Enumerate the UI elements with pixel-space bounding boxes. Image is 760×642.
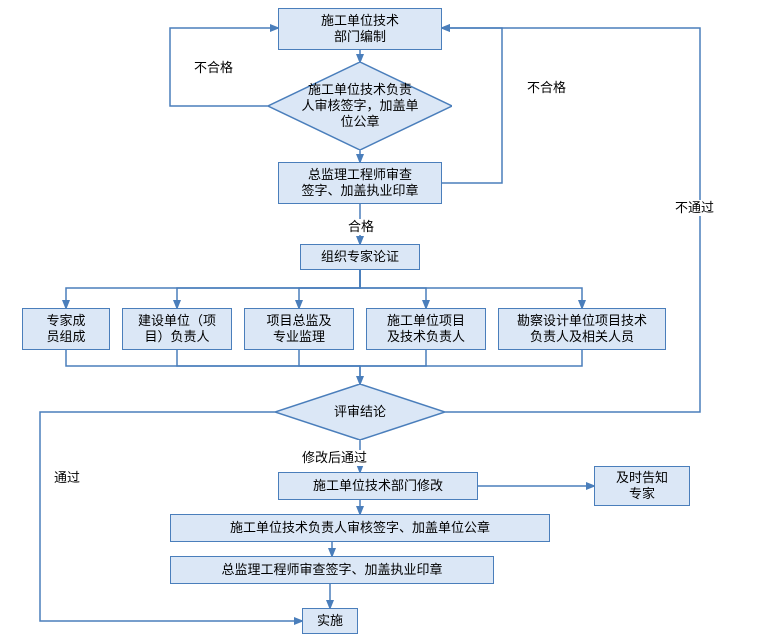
node-label: 施工单位技术部门修改 <box>313 478 443 494</box>
edge-label-l5: 通过 <box>52 470 82 486</box>
node-p4: 施工单位项目 及技术负责人 <box>366 308 486 350</box>
node-label: 施工单位技术负责人审核签字、加盖单位公章 <box>230 520 490 536</box>
edge <box>66 270 360 308</box>
node-n6: 施工单位技术部门修改 <box>278 472 478 500</box>
edge <box>360 270 582 308</box>
edge <box>360 350 582 384</box>
node-label: 总监理工程师审查 签字、加盖执业印章 <box>301 167 418 200</box>
edge-label-l3: 合格 <box>346 219 376 235</box>
node-n3: 总监理工程师审查 签字、加盖执业印章 <box>278 162 442 204</box>
node-label: 施工单位项目 及技术负责人 <box>387 313 465 346</box>
node-label: 施工单位技术负责 人审核签字，加盖单 位公章 <box>293 82 426 131</box>
node-n5: 评审结论 <box>275 384 445 440</box>
node-label: 及时告知 专家 <box>616 470 668 503</box>
node-n7: 及时告知 专家 <box>594 466 690 506</box>
node-label: 组织专家论证 <box>321 249 399 265</box>
node-p3: 项目总监及 专业监理 <box>244 308 354 350</box>
node-label: 施工单位技术 部门编制 <box>321 13 399 46</box>
node-label: 勘察设计单位项目技术 负责人及相关人员 <box>517 313 647 346</box>
node-p1: 专家成 员组成 <box>22 308 110 350</box>
node-n10: 实施 <box>302 608 358 634</box>
node-n2: 施工单位技术负责 人审核签字，加盖单 位公章 <box>268 62 452 150</box>
node-n1: 施工单位技术 部门编制 <box>278 8 442 50</box>
edge-label-l4: 不通过 <box>673 200 716 216</box>
edge <box>442 28 700 412</box>
edge <box>299 350 360 366</box>
node-n4: 组织专家论证 <box>300 244 420 270</box>
node-p5: 勘察设计单位项目技术 负责人及相关人员 <box>498 308 666 350</box>
edge <box>177 350 360 366</box>
edge-label-l1: 不合格 <box>192 60 235 76</box>
node-n9: 总监理工程师审查签字、加盖执业印章 <box>170 556 494 584</box>
node-label: 专家成 员组成 <box>46 313 85 346</box>
edge <box>66 350 360 384</box>
node-label: 评审结论 <box>326 404 394 420</box>
flowchart-canvas: 施工单位技术 部门编制施工单位技术负责 人审核签字，加盖单 位公章总监理工程师审… <box>0 0 760 642</box>
edge <box>360 270 426 308</box>
edge <box>299 270 360 308</box>
node-label: 实施 <box>317 613 343 629</box>
edge-label-l2: 不合格 <box>525 80 568 96</box>
edge <box>360 350 426 366</box>
node-label: 项目总监及 专业监理 <box>266 313 331 346</box>
node-label: 总监理工程师审查签字、加盖执业印章 <box>221 562 442 578</box>
node-n8: 施工单位技术负责人审核签字、加盖单位公章 <box>170 514 550 542</box>
edge-label-l6: 修改后通过 <box>300 450 369 466</box>
node-label: 建设单位（项 目）负责人 <box>138 313 216 346</box>
edge <box>177 270 360 308</box>
node-p2: 建设单位（项 目）负责人 <box>122 308 232 350</box>
